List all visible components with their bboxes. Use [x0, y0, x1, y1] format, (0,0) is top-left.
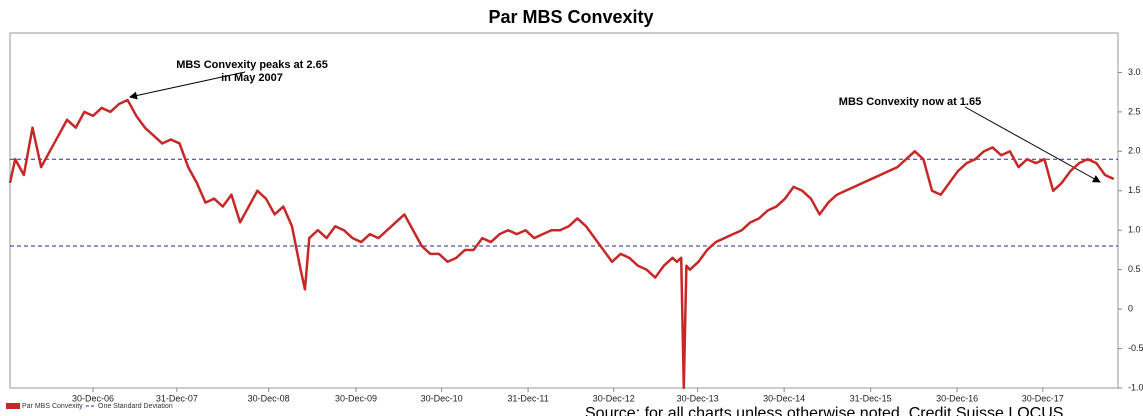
x-tick-label: 30-Dec-10	[421, 393, 463, 403]
series-line	[8, 98, 1115, 390]
x-tick-label: 30-Dec-09	[335, 393, 377, 403]
x-tick-label: 30-Dec-17	[1022, 393, 1064, 403]
legend-label: Par MBS Convexity	[22, 403, 83, 410]
y-tick-label: -1.0	[1128, 382, 1143, 392]
legend-swatch	[6, 403, 20, 409]
x-tick-label: 31-Dec-15	[850, 393, 892, 403]
x-tick-label: 30-Dec-13	[677, 393, 719, 403]
y-tick-label: 0	[1128, 303, 1133, 313]
x-tick-label: 30-Dec-12	[593, 393, 635, 403]
annotation-arrow	[129, 71, 246, 100]
x-tick-label: 30-Dec-14	[763, 393, 805, 403]
legend-label: One Standard Deviation	[98, 403, 173, 410]
x-tick-label: 31-Dec-07	[156, 393, 198, 403]
annotation: MBS Convexity now at 1.65	[839, 96, 981, 108]
x-tick-label: 31-Dec-11	[507, 393, 548, 403]
chart-title: Par MBS Convexity	[488, 7, 653, 27]
source-note: Source: for all charts unless otherwise …	[585, 405, 1063, 416]
annotation: in May 2007	[221, 72, 283, 84]
y-tick-label: 1.0	[1128, 225, 1141, 235]
x-tick-label: 30-Dec-06	[72, 393, 114, 403]
y-tick-label: 2.0	[1128, 146, 1141, 156]
annotation: MBS Convexity peaks at 2.65	[176, 59, 328, 71]
plot-frame	[9, 32, 1119, 389]
annotation-arrow	[964, 106, 1101, 183]
y-tick-label: 2.5	[1128, 106, 1141, 116]
y-tick-label: -0.5	[1128, 343, 1143, 353]
x-tick-label: 30-Dec-16	[936, 393, 978, 403]
y-tick-label: 1.5	[1128, 185, 1141, 195]
y-tick-label: 3.0	[1128, 67, 1141, 77]
x-tick-label: 30-Dec-08	[248, 393, 290, 403]
y-tick-label: 0.5	[1128, 264, 1141, 274]
